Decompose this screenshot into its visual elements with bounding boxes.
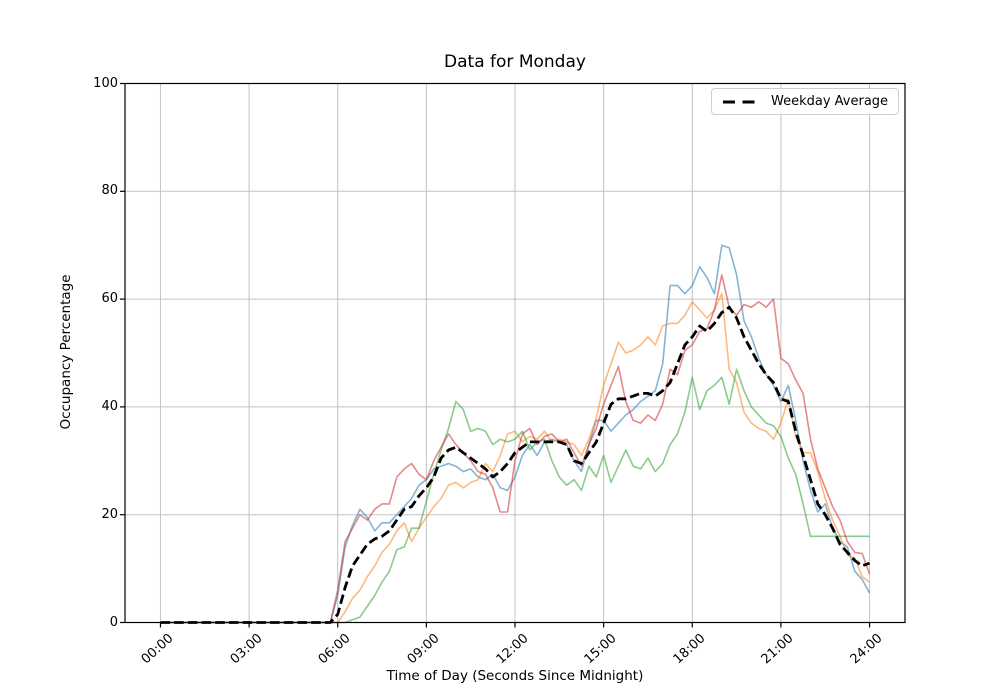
y-tick-label: 40 — [101, 398, 118, 414]
y-tick-label: 0 — [109, 614, 118, 630]
y-tick-label: 80 — [101, 183, 118, 199]
y-tick-label: 20 — [101, 506, 118, 522]
x-axis-label: Time of Day (Seconds Since Midnight) — [386, 668, 644, 684]
y-tick-label: 100 — [93, 75, 118, 91]
legend-dash-sample-icon — [723, 100, 761, 103]
legend-label: Weekday Average — [771, 94, 889, 109]
y-tick-label: 60 — [101, 291, 118, 307]
chart-title: Data for Monday — [444, 52, 586, 72]
legend-box: Weekday Average — [711, 88, 900, 115]
